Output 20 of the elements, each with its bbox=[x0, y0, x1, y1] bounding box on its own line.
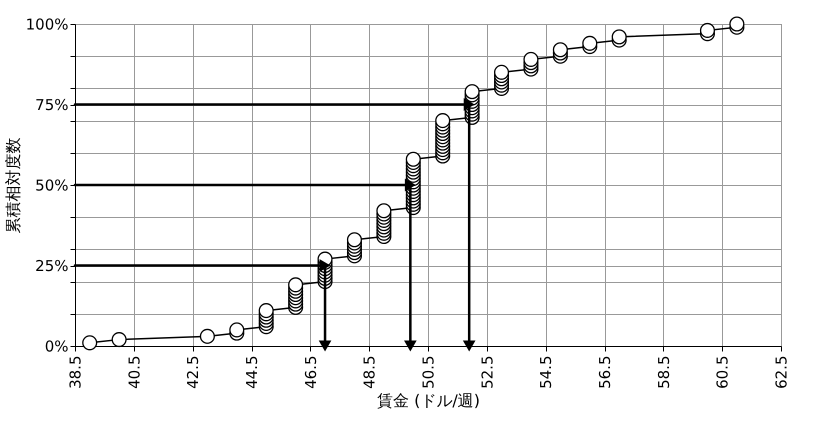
x-tick-label: 52.5 bbox=[478, 356, 496, 389]
y-tick-label: 50% bbox=[35, 176, 68, 194]
x-tick-label: 40.5 bbox=[125, 356, 144, 389]
x-tick-label: 48.5 bbox=[360, 356, 379, 389]
x-tick-label: 46.5 bbox=[302, 356, 320, 389]
x-tick-label: 60.5 bbox=[714, 356, 732, 389]
x-tick-label: 42.5 bbox=[184, 356, 202, 389]
x-tick-label: 54.5 bbox=[537, 356, 556, 389]
x-tick-label: 62.5 bbox=[772, 356, 790, 389]
x-tick-label: 50.5 bbox=[420, 356, 438, 389]
x-tick-label: 56.5 bbox=[596, 356, 614, 389]
y-axis-title: 累積相対度数 bbox=[4, 138, 23, 234]
y-tick-label: 0% bbox=[44, 338, 68, 356]
x-axis-title: 賃金 (ドル/週) bbox=[377, 390, 480, 410]
y-tick-label: 100% bbox=[26, 16, 68, 34]
x-tick-label: 44.5 bbox=[243, 356, 261, 389]
y-tick-label: 75% bbox=[35, 96, 68, 114]
y-tick-label: 25% bbox=[35, 257, 68, 275]
x-tick-label: 58.5 bbox=[654, 356, 673, 389]
x-tick-label: 38.5 bbox=[66, 356, 84, 389]
